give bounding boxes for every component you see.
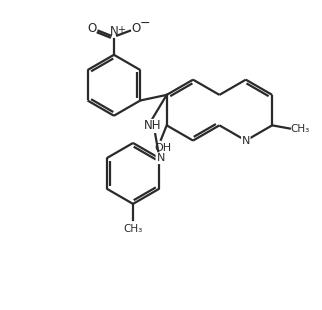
Text: O: O — [132, 22, 141, 35]
Text: OH: OH — [154, 143, 171, 153]
Text: CH₃: CH₃ — [123, 224, 143, 234]
Text: CH₃: CH₃ — [290, 124, 310, 134]
Text: N: N — [242, 135, 250, 146]
Text: −: − — [140, 17, 151, 30]
Text: N: N — [156, 153, 165, 163]
Text: NH: NH — [144, 119, 162, 132]
Text: O: O — [88, 22, 97, 35]
Text: N: N — [109, 25, 118, 38]
Text: +: + — [117, 25, 125, 35]
